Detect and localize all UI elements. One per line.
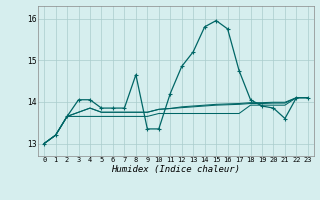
X-axis label: Humidex (Indice chaleur): Humidex (Indice chaleur) (111, 165, 241, 174)
